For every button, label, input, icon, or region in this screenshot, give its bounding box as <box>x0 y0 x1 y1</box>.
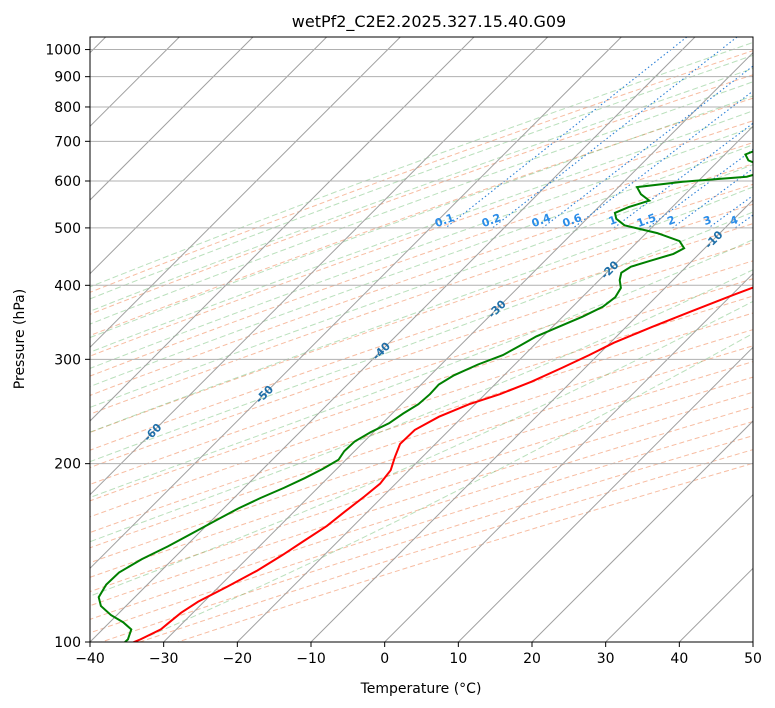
dry-adiabat <box>90 361 753 578</box>
y-tick-label: 300 <box>54 352 81 368</box>
isotherm-line <box>605 493 753 642</box>
mixing-ratio-line <box>613 122 753 229</box>
x-tick-label: −30 <box>149 651 179 667</box>
plot-frame <box>89 36 754 643</box>
y-tick-label: 600 <box>54 174 81 190</box>
y-axis-label: Pressure (hPa) <box>12 289 28 389</box>
background-lines <box>90 37 753 642</box>
mixing-ratio-label: 1 <box>607 213 619 228</box>
mixing-ratio-line <box>542 65 753 229</box>
y-axis-ticks: 100 200 300 400 500 600 700 800 900 1000 <box>45 43 90 651</box>
isotherm-line <box>90 37 622 570</box>
moist-adiabat <box>90 186 753 433</box>
mixing-ratio-label: 0.6 <box>561 211 584 230</box>
x-tick-label: −20 <box>223 651 253 667</box>
isotherm-line <box>384 272 753 642</box>
moist-adiabat <box>90 54 753 300</box>
mixing-ratio-labels: 0.10.20.40.611.52346810131620253036 <box>433 211 740 230</box>
mixing-ratio-label: 2 <box>665 213 677 228</box>
dry-adiabat <box>90 223 753 451</box>
mixing-ratio-line <box>445 37 688 229</box>
dry-adiabat <box>90 183 753 415</box>
moist-adiabat <box>90 95 753 339</box>
x-tick-label: 10 <box>449 651 467 667</box>
profile-series <box>97 150 753 642</box>
moist-adiabat <box>90 239 753 499</box>
dry-adiabat <box>90 241 753 469</box>
isotherm-line <box>90 37 475 422</box>
moist-adiabat <box>90 164 753 408</box>
moist-adiabat <box>133 332 753 642</box>
dry-adiabat <box>90 120 753 357</box>
mixing-ratio-label: 1.5 <box>635 211 658 230</box>
moist-adiabat <box>90 41 753 288</box>
y-tick-label: 400 <box>54 278 81 294</box>
mixing-ratio-label: 3 <box>702 213 714 228</box>
dry-adiabat <box>90 278 753 502</box>
dry-adiabat <box>90 74 753 315</box>
y-tick-label: 1000 <box>45 43 81 59</box>
isotherm-line <box>163 51 753 642</box>
isobar-grid <box>90 49 753 642</box>
isotherm-line <box>90 37 328 275</box>
mixing-ratio-label: 0.1 <box>433 211 456 230</box>
dewpoint-line <box>97 150 753 642</box>
moist-adiabat <box>90 126 753 369</box>
moist-adiabat <box>90 67 753 312</box>
dry-adiabat <box>90 163 753 396</box>
isotherm-line <box>457 346 753 642</box>
x-tick-label: 20 <box>523 651 541 667</box>
y-tick-label: 900 <box>54 70 81 86</box>
mixing-ratio-label: 4 <box>728 213 740 228</box>
y-tick-label: 700 <box>54 134 81 150</box>
y-tick-label: 800 <box>54 100 81 116</box>
dry-adiabat <box>90 203 753 433</box>
mixing-ratio-label: 0.4 <box>530 211 553 230</box>
dry-adiabat <box>90 97 753 337</box>
moist-adiabat <box>90 269 753 543</box>
isotherm-line <box>90 37 696 642</box>
x-axis-ticks: −40 −30 −20 −10 0 10 20 30 40 50 <box>75 642 762 667</box>
y-tick-label: 100 <box>54 635 81 651</box>
x-tick-label: −10 <box>296 651 326 667</box>
dry-adiabat <box>90 50 753 293</box>
dry-adiabat <box>90 391 753 607</box>
isotherm-line <box>236 125 753 642</box>
x-tick-label: −40 <box>75 651 105 667</box>
y-tick-label: 500 <box>54 221 81 237</box>
isotherm-line <box>90 37 254 201</box>
x-tick-label: 30 <box>597 651 615 667</box>
mixing-ratio-label: 0.2 <box>480 211 503 230</box>
chart-title: wetPf2_C2E2.2025.327.15.40.G09 <box>292 12 566 32</box>
x-tick-label: 0 <box>380 651 389 667</box>
x-axis-label: Temperature (°C) <box>360 681 482 697</box>
isotherm-line <box>90 37 549 496</box>
moist-adiabat <box>90 81 753 325</box>
x-tick-label: 50 <box>744 651 762 667</box>
moist-adiabat <box>90 300 753 597</box>
isotherm-line <box>90 37 401 349</box>
moist-adiabat <box>90 110 753 353</box>
isotherm-line <box>310 199 753 642</box>
y-tick-label: 200 <box>54 457 81 473</box>
dry-adiabat <box>90 376 753 593</box>
isotherm-line <box>531 420 753 642</box>
x-tick-label: 40 <box>670 651 688 667</box>
temperature-line <box>131 286 753 642</box>
